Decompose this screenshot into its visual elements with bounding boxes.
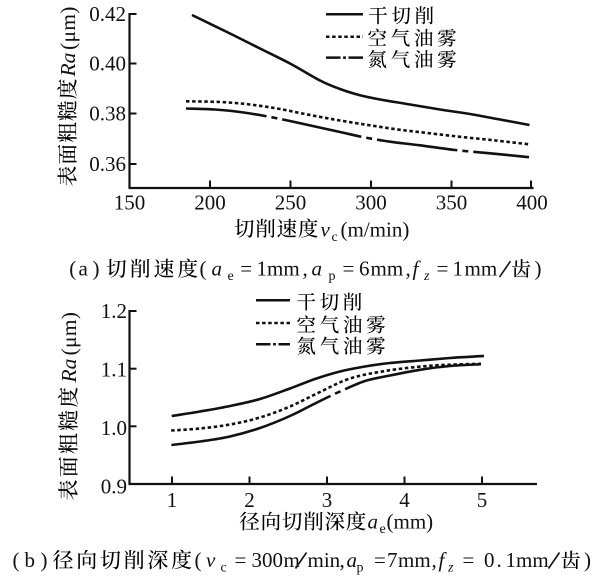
svg-text:250: 250: [275, 191, 307, 215]
svg-text:b: b: [25, 548, 36, 572]
svg-text:z: z: [423, 269, 430, 284]
svg-text:400: 400: [516, 191, 548, 215]
svg-text:mm: mm: [267, 257, 300, 281]
svg-text:m: m: [284, 548, 300, 572]
svg-text:5: 5: [477, 488, 488, 512]
svg-text:150: 150: [114, 191, 146, 215]
svg-text:1.1: 1.1: [101, 358, 127, 382]
svg-text:(mm): (mm): [387, 510, 434, 534]
svg-text:.: .: [497, 548, 502, 572]
svg-text:1: 1: [167, 488, 178, 512]
svg-text:1.2: 1.2: [101, 299, 127, 323]
svg-text:c: c: [221, 561, 227, 576]
svg-text:a: a: [79, 257, 89, 281]
svg-text:(μm): (μm): [57, 312, 81, 356]
svg-text:2: 2: [244, 488, 255, 512]
svg-text:v: v: [321, 218, 331, 242]
svg-text:0.38: 0.38: [89, 102, 126, 126]
svg-text:f: f: [439, 548, 448, 572]
svg-text:f: f: [413, 257, 422, 281]
svg-text:(: (: [13, 548, 20, 572]
svg-text:,: ,: [406, 257, 411, 281]
svg-text:Ra: Ra: [57, 359, 81, 384]
svg-text:0.42: 0.42: [89, 2, 126, 26]
svg-text:(μm): (μm): [56, 6, 80, 50]
svg-text:a: a: [347, 548, 358, 572]
svg-text:): ): [584, 548, 591, 572]
svg-text:c: c: [332, 230, 338, 245]
svg-text:=: =: [235, 548, 247, 572]
svg-text:p: p: [357, 561, 364, 576]
svg-text:(: (: [195, 548, 202, 572]
svg-text:mm: mm: [516, 548, 549, 572]
svg-text:0.9: 0.9: [101, 475, 127, 499]
svg-text:mm: mm: [465, 257, 498, 281]
svg-text:=: =: [343, 257, 355, 281]
svg-text:0.36: 0.36: [89, 152, 126, 176]
svg-text:): ): [93, 257, 100, 281]
svg-text:=: =: [463, 548, 475, 572]
svg-text:1: 1: [506, 548, 517, 572]
svg-text:0: 0: [484, 548, 495, 572]
svg-text:=: =: [437, 257, 449, 281]
svg-text:z: z: [447, 561, 454, 576]
svg-text:): ): [535, 257, 542, 281]
svg-text:7: 7: [387, 548, 398, 572]
svg-text:e: e: [228, 269, 234, 284]
svg-text:p: p: [329, 269, 336, 284]
svg-text:): ): [41, 548, 48, 572]
svg-text:Ra: Ra: [56, 53, 80, 78]
svg-text:=: =: [374, 548, 386, 572]
svg-text:0.40: 0.40: [89, 52, 126, 76]
svg-text:300: 300: [252, 548, 284, 572]
svg-text:200: 200: [194, 191, 226, 215]
svg-text:(: (: [200, 257, 207, 281]
svg-text:v: v: [206, 548, 216, 572]
svg-text:6: 6: [359, 257, 370, 281]
svg-text:(m/min): (m/min): [341, 218, 410, 242]
svg-text:a: a: [368, 510, 379, 534]
svg-text:e: e: [380, 522, 386, 537]
svg-text:min: min: [308, 548, 341, 572]
svg-text:3: 3: [322, 488, 333, 512]
svg-text:,: ,: [303, 257, 308, 281]
svg-text:,: ,: [432, 548, 437, 572]
svg-text:1: 1: [453, 257, 464, 281]
svg-text:4: 4: [399, 488, 410, 512]
svg-text:mm: mm: [398, 548, 431, 572]
svg-text:(: (: [69, 257, 76, 281]
svg-text:a: a: [212, 257, 223, 281]
svg-text:a: a: [312, 257, 323, 281]
svg-text:300: 300: [355, 191, 387, 215]
svg-text:1.0: 1.0: [101, 416, 127, 440]
svg-text:mm: mm: [371, 257, 404, 281]
svg-text:,: ,: [340, 548, 345, 572]
svg-text:=: =: [240, 257, 252, 281]
svg-text:350: 350: [436, 191, 468, 215]
svg-text:1: 1: [257, 257, 268, 281]
